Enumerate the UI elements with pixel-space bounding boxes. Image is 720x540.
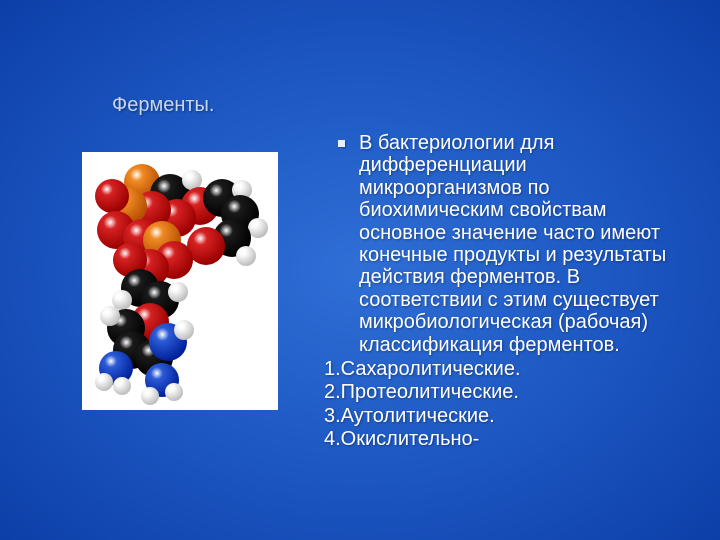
numbered-list: 1.Сахаролитические. 2.Протеолитические. … <box>324 358 688 451</box>
list-item: 3.Аутолитические. <box>324 405 688 427</box>
slide-title: Ферменты. <box>112 94 214 117</box>
list-item: 4.Окислительно- <box>324 428 688 450</box>
list-item: 2.Протеолитические. <box>324 381 688 403</box>
bullet-icon <box>338 140 345 147</box>
molecule-figure <box>82 152 278 410</box>
list-item: 1.Сахаролитические. <box>324 358 688 380</box>
slide-body: В бактериологии для дифференциации микро… <box>338 132 688 450</box>
body-paragraph: В бактериологии для дифференциации микро… <box>359 132 688 356</box>
